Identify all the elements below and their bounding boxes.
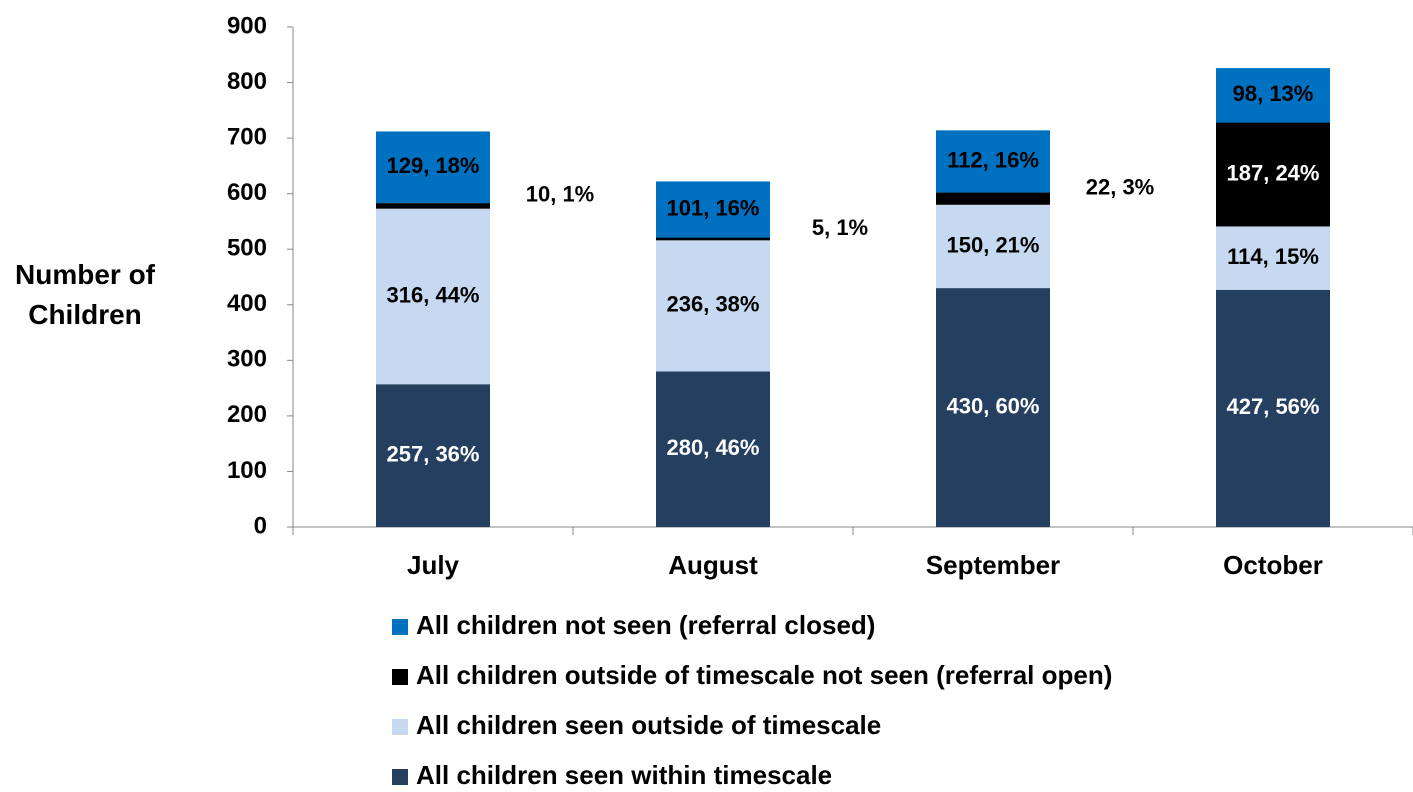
bar-segment (1216, 122, 1330, 227)
y-tick-label: 400 (227, 290, 267, 317)
data-label: 98, 13% (1233, 81, 1314, 106)
bar-segment (936, 130, 1050, 193)
data-label: 430, 60% (947, 393, 1040, 418)
bar-segment (656, 237, 770, 241)
y-tick-label: 800 (227, 68, 267, 95)
data-label: 150, 21% (947, 232, 1040, 257)
legend-swatch (392, 719, 408, 735)
data-label: 236, 38% (667, 292, 760, 317)
legend-label: All children not seen (referral closed) (416, 610, 875, 640)
bar-segment (376, 208, 490, 385)
x-tick-label: September (926, 550, 1060, 580)
y-tick-label: 200 (227, 401, 267, 428)
bar-segment (936, 288, 1050, 527)
legend-label: All children outside of timescale not se… (416, 660, 1112, 690)
data-label: 5, 1% (812, 215, 868, 240)
data-label: 257, 36% (387, 441, 480, 466)
data-label: 10, 1% (526, 182, 595, 207)
data-label: 427, 56% (1227, 394, 1320, 419)
data-label: 316, 44% (387, 282, 480, 307)
legend-swatch (392, 669, 408, 685)
y-tick-label: 300 (227, 346, 267, 373)
bar-segment (376, 131, 490, 204)
data-label: 129, 18% (387, 153, 480, 178)
legend-swatch (392, 619, 408, 635)
legend-swatch (392, 769, 408, 785)
bar-segment (1216, 289, 1330, 527)
y-tick-label: 900 (227, 12, 267, 39)
bar-segment (656, 181, 770, 238)
bar-segment (936, 192, 1050, 205)
x-tick-label: October (1223, 550, 1323, 580)
bar-segment (376, 384, 490, 527)
y-tick-label: 600 (227, 179, 267, 206)
x-tick-label: July (407, 550, 460, 580)
y-tick-label: 100 (227, 457, 267, 484)
data-label: 101, 16% (667, 195, 760, 220)
y-tick-label: 700 (227, 123, 267, 150)
bar-segment (376, 203, 490, 209)
bar-segment (1216, 226, 1330, 290)
bar-segment (936, 204, 1050, 289)
y-tick-label: 0 (254, 512, 267, 539)
bar-segment (656, 240, 770, 372)
bar-segment (1216, 68, 1330, 123)
x-tick-label: August (668, 550, 758, 580)
y-axis-label: Number of Children (15, 259, 155, 330)
data-label: 187, 24% (1227, 160, 1320, 185)
bar-segment (656, 371, 770, 527)
data-label: 22, 3% (1086, 174, 1155, 199)
data-label: 112, 16% (947, 147, 1039, 172)
data-label: 114, 15% (1227, 244, 1319, 269)
data-label: 280, 46% (667, 435, 760, 460)
legend-label: All children seen outside of timescale (416, 710, 881, 740)
y-tick-label: 500 (227, 235, 267, 262)
legend-label: All children seen within timescale (416, 760, 832, 790)
